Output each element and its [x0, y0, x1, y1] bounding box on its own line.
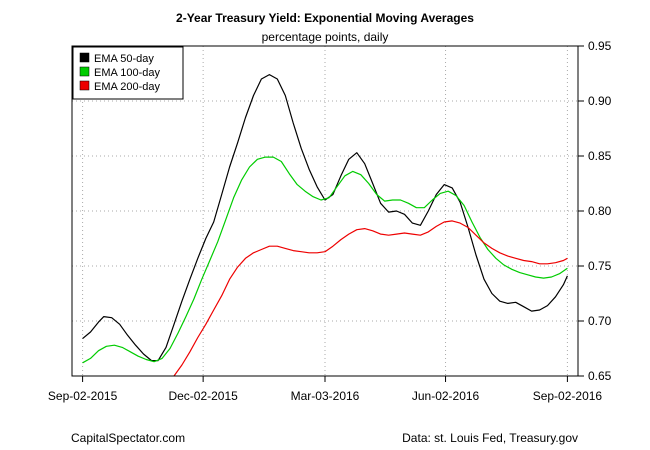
x-tick-label: Sep-02-2015: [48, 389, 118, 403]
legend-label: EMA 50-day: [94, 53, 154, 65]
y-tick-label: 0.85: [588, 149, 612, 163]
x-tick-label: Dec-02-2015: [168, 389, 238, 403]
legend-swatch: [79, 52, 90, 63]
footer-source-site: CapitalSpectator.com: [71, 431, 186, 445]
legend-label: EMA 100-day: [94, 67, 161, 79]
legend-box: [72, 46, 184, 100]
y-tick-label: 0.75: [588, 259, 612, 273]
x-axis: Sep-02-2015 Dec-02-2015 Mar-03-2016 Jun-02-…: [48, 376, 603, 403]
y-tick-label: 0.90: [588, 94, 612, 108]
footer-data-credit: Data: st. Louis Fed, Treasury.gov: [402, 431, 578, 445]
series-line-ema-200-day: [173, 220, 568, 376]
x-tick-label: Mar-03-2016: [291, 389, 360, 403]
series-line-ema-50-day: [82, 74, 568, 362]
x-tick-label: Sep-02-2016: [533, 389, 603, 403]
series-line-ema-100-day: [82, 156, 568, 364]
legend-swatch: [79, 66, 90, 77]
chart-subtitle: percentage points, daily: [261, 30, 389, 44]
series-lines: [82, 74, 568, 376]
x-tick-label: Jun-02-2016: [412, 389, 480, 403]
chart-title: 2-Year Treasury Yield: Exponential Movin…: [176, 11, 474, 25]
y-tick-label: 0.70: [588, 314, 612, 328]
legend: EMA 50-day EMA 100-day EMA 200-day: [72, 46, 184, 100]
legend-label: EMA 200-day: [94, 81, 161, 93]
grid-lines: [72, 46, 578, 376]
y-axis: 0.65 0.70 0.75 0.80 0.85 0.90 0.95: [578, 39, 612, 383]
y-tick-label: 0.80: [588, 204, 612, 218]
y-tick-label: 0.95: [588, 39, 612, 53]
legend-swatch: [79, 80, 90, 91]
y-tick-label: 0.65: [588, 369, 612, 383]
